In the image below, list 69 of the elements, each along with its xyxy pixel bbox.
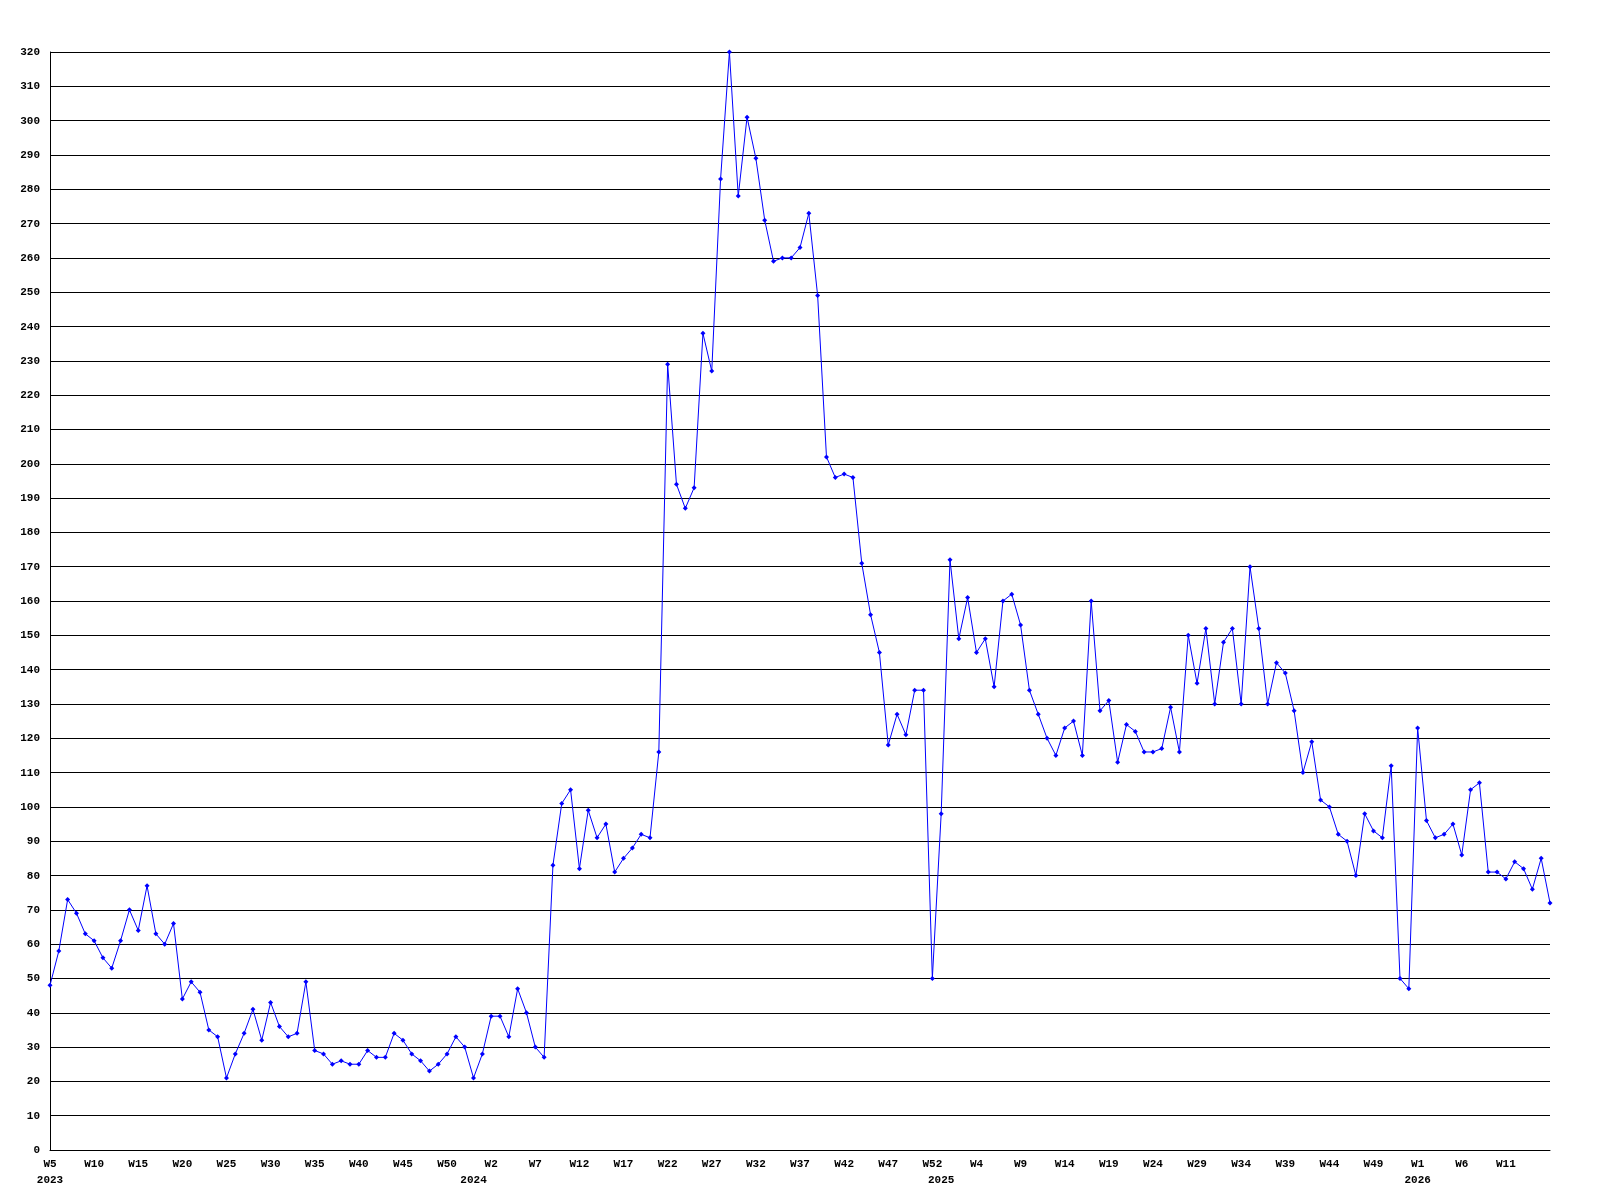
x-tick-label: W15 (128, 1158, 149, 1170)
x-tick-label: W34 (1231, 1158, 1252, 1170)
x-tick-label: W25 (216, 1158, 237, 1170)
x-tick-label: W14 (1054, 1158, 1075, 1170)
x-tick-label: W52 (922, 1158, 943, 1170)
x-tick-label: W39 (1275, 1158, 1296, 1170)
y-tick-label: 280 (20, 183, 40, 196)
y-tick-label: 120 (20, 732, 40, 745)
x-tick-label: W42 (834, 1158, 855, 1170)
x-tick-label: W32 (745, 1158, 766, 1170)
x-tick-label: W5 2023 (36, 1158, 64, 1186)
y-tick-label: 10 (26, 1109, 40, 1122)
x-tick-label: W9 (1013, 1158, 1028, 1170)
y-tick-label: 40 (26, 1006, 40, 1019)
x-tick-label: W27 (701, 1158, 722, 1170)
y-tick-label: 240 (20, 320, 40, 333)
x-tick-label: W50 (437, 1158, 457, 1170)
x-tick-label: W19 (1098, 1158, 1119, 1170)
y-tick-label: 210 (20, 423, 40, 436)
y-tick-label: 300 (20, 114, 40, 127)
x-tick-label: W20 (172, 1158, 193, 1170)
x-tick-label: W44 (1319, 1158, 1340, 1170)
x-tick-label: W24 (1143, 1158, 1164, 1170)
y-tick-label: 110 (20, 766, 40, 779)
x-tick-label: W49 (1363, 1158, 1384, 1170)
x-tick-label: W11 (1495, 1158, 1517, 1170)
x-tick-label: W7 (528, 1158, 542, 1170)
y-tick-label: 80 (26, 869, 40, 882)
y-tick-label: 170 (20, 560, 40, 573)
y-tick-label: 20 (26, 1075, 40, 1088)
x-tick-label: W35 (304, 1158, 325, 1170)
x-tick-label: W4 (969, 1158, 984, 1170)
y-tick-label: 260 (20, 251, 40, 264)
x-tick-label: W17 (613, 1158, 634, 1170)
x-tick-label: W2 (484, 1158, 498, 1170)
y-tick-label: 0 (33, 1144, 40, 1156)
x-tick-label: 2025 (927, 1174, 955, 1186)
x-tick-label: W1 2026 (1404, 1158, 1431, 1186)
y-tick-label: 320 (20, 46, 40, 58)
y-tick-label: 100 (20, 800, 40, 813)
y-tick-label: 220 (20, 389, 40, 402)
x-tick-label: W40 (348, 1158, 369, 1170)
x-tick-label: W30 (260, 1158, 281, 1170)
y-tick-label: 140 (20, 663, 40, 676)
y-tick-label: 60 (26, 938, 40, 951)
y-tick-label: 50 (26, 972, 40, 985)
y-tick-label: 250 (20, 286, 40, 299)
y-tick-label: 270 (20, 217, 40, 230)
x-tick-label: W22 (657, 1158, 678, 1170)
x-tick-label: W10 (84, 1158, 105, 1170)
x-tick-label: 2024 (460, 1174, 488, 1186)
y-tick-label: 150 (20, 629, 40, 642)
y-tick-label: 30 (26, 1041, 40, 1054)
x-tick-label: W47 (878, 1158, 899, 1170)
x-tick-label: W29 (1187, 1158, 1207, 1170)
y-tick-label: 290 (20, 148, 40, 161)
y-tick-label: 160 (20, 595, 40, 607)
y-tick-label: 190 (20, 492, 40, 505)
x-tick-label: W45 (393, 1158, 414, 1170)
y-tick-label: 90 (26, 835, 40, 848)
y-tick-label: 180 (20, 526, 40, 539)
y-tick-label: 200 (20, 457, 40, 470)
x-tick-label: W37 (790, 1158, 810, 1170)
x-tick-label: W6 (1455, 1158, 1469, 1170)
y-tick-label: 130 (20, 697, 40, 710)
x-tick-label: W12 (569, 1158, 590, 1170)
y-tick-label: 310 (20, 80, 40, 93)
y-tick-label: 230 (20, 354, 40, 367)
y-tick-label: 70 (26, 903, 40, 916)
